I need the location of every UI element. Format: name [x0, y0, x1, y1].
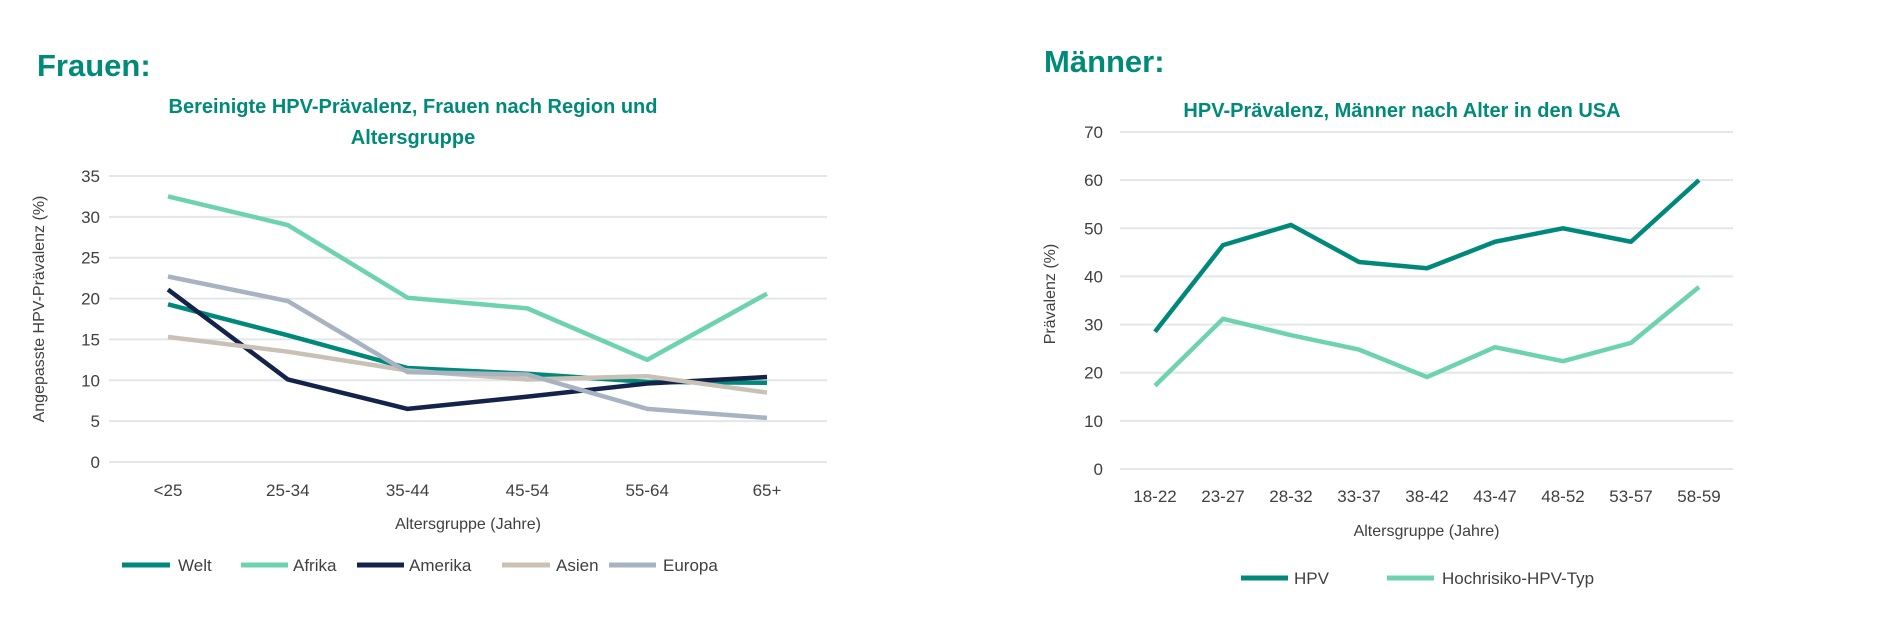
legend-label: Hochrisiko-HPV-Typ: [1442, 569, 1594, 588]
x-axis-label: Altersgruppe (Jahre): [395, 516, 541, 533]
x-tick-label: 55-64: [625, 481, 668, 500]
x-tick-label: 28-32: [1269, 487, 1312, 506]
y-axis-label: Angepasste HPV-Prävalenz (%): [31, 196, 48, 423]
y-tick-label: 10: [1084, 412, 1103, 431]
x-tick-label: 18-22: [1133, 487, 1176, 506]
frauen-chart: Frauen: Bereinigte HPV-Prävalenz, Frauen …: [31, 48, 827, 575]
chart-title: Altersgruppe: [351, 127, 475, 149]
chart-title: HPV-Prävalenz, Männer nach Alter in den …: [1183, 100, 1620, 122]
y-tick-label: 20: [81, 290, 100, 309]
x-tick-label: 58-59: [1677, 487, 1720, 506]
x-tick-label: 35-44: [386, 481, 429, 500]
series-line-amerika: [166, 287, 768, 412]
series-line-afrika: [167, 194, 769, 363]
legend-label: Amerika: [409, 556, 472, 575]
x-axis-label: Altersgruppe (Jahre): [1354, 523, 1500, 540]
x-tick-label: 33-37: [1337, 487, 1380, 506]
y-tick-label: 40: [1084, 267, 1103, 286]
x-tick-label: <25: [154, 481, 183, 500]
legend-label: Asien: [556, 556, 599, 575]
x-tick-label: 43-47: [1473, 487, 1516, 506]
y-tick-label: 50: [1084, 219, 1103, 238]
y-tick-label: 35: [81, 167, 100, 186]
section-heading: Frauen:: [37, 48, 151, 83]
series-line-hpv: [1153, 178, 1701, 334]
legend-label: Europa: [663, 556, 718, 575]
y-tick-label: 30: [81, 208, 100, 227]
y-tick-label: 70: [1084, 123, 1103, 142]
y-axis-label: Prävalenz (%): [1042, 244, 1059, 344]
y-tick-label: 60: [1084, 171, 1103, 190]
y-tick-label: 10: [81, 371, 100, 390]
x-tick-label: 45-54: [506, 481, 549, 500]
x-tick-label: 65+: [753, 481, 782, 500]
x-tick-label: 48-52: [1541, 487, 1584, 506]
y-tick-label: 0: [1094, 460, 1103, 479]
legend-label: Afrika: [293, 556, 337, 575]
legend-label: Welt: [178, 556, 212, 575]
y-tick-label: 0: [91, 453, 100, 472]
y-tick-label: 25: [81, 249, 100, 268]
series-line-europa: [167, 274, 768, 421]
x-tick-label: 53-57: [1609, 487, 1652, 506]
y-tick-label: 15: [81, 330, 100, 349]
maenner-chart: Männer: HPV-Prävalenz, Männer nach Alter …: [1042, 44, 1733, 588]
section-heading: Männer:: [1044, 44, 1165, 79]
y-tick-label: 5: [91, 412, 100, 431]
y-tick-label: 30: [1084, 316, 1103, 335]
x-tick-label: 38-42: [1405, 487, 1448, 506]
legend-label: HPV: [1294, 569, 1330, 588]
x-tick-label: 25-34: [266, 481, 309, 500]
series-line-hochrisiko-hpv-typ: [1153, 285, 1701, 388]
y-tick-label: 20: [1084, 364, 1103, 383]
x-tick-label: 23-27: [1201, 487, 1244, 506]
chart-title: Bereinigte HPV-Prävalenz, Frauen nach Re…: [169, 96, 658, 118]
